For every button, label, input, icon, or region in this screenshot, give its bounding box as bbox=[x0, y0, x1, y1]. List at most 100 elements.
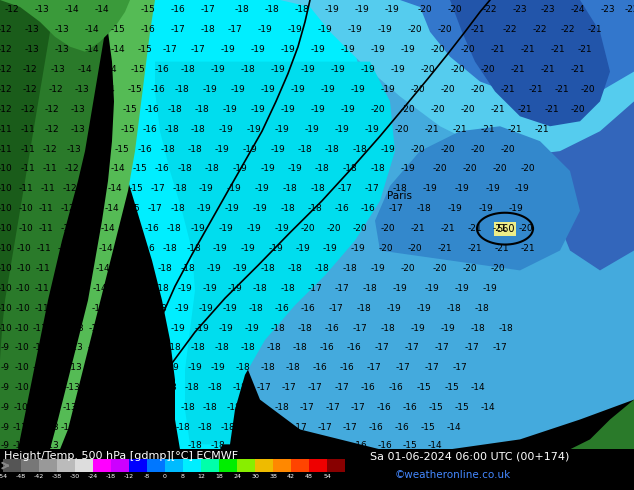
Text: -12: -12 bbox=[0, 85, 12, 94]
Text: -9: -9 bbox=[1, 363, 10, 372]
Text: -18: -18 bbox=[264, 5, 280, 14]
Text: -19: -19 bbox=[210, 65, 225, 74]
Text: -19: -19 bbox=[281, 105, 295, 114]
Text: -14: -14 bbox=[94, 5, 109, 14]
Text: -17: -17 bbox=[160, 441, 176, 450]
Text: -12: -12 bbox=[0, 105, 12, 114]
Text: -11: -11 bbox=[32, 343, 48, 352]
Text: -13: -13 bbox=[74, 284, 88, 293]
Text: -19: -19 bbox=[335, 125, 349, 134]
Text: -15: -15 bbox=[403, 441, 417, 450]
Text: -19: -19 bbox=[486, 184, 500, 194]
Text: -18: -18 bbox=[163, 383, 178, 392]
Text: -19: -19 bbox=[219, 323, 233, 333]
Text: -19: -19 bbox=[250, 45, 266, 54]
Text: -20: -20 bbox=[380, 224, 396, 233]
Text: -17: -17 bbox=[307, 284, 322, 293]
Text: -20: -20 bbox=[437, 25, 452, 34]
Text: -13: -13 bbox=[77, 244, 93, 253]
Text: -16: -16 bbox=[136, 264, 152, 273]
Text: -10: -10 bbox=[16, 304, 30, 313]
Text: -17: -17 bbox=[366, 363, 382, 372]
Polygon shape bbox=[570, 400, 634, 449]
Text: -18: -18 bbox=[363, 284, 377, 293]
Text: -18: -18 bbox=[261, 363, 275, 372]
Text: -17: -17 bbox=[335, 284, 349, 293]
Text: -18: -18 bbox=[342, 264, 358, 273]
Bar bbox=[57, 460, 75, 472]
Text: -18: -18 bbox=[235, 5, 249, 14]
Text: -11: -11 bbox=[18, 184, 34, 194]
Text: -11: -11 bbox=[0, 125, 13, 134]
Text: -17: -17 bbox=[353, 323, 367, 333]
Text: 38: 38 bbox=[269, 474, 277, 479]
Text: -19: -19 bbox=[247, 125, 261, 134]
Text: -8: -8 bbox=[144, 474, 150, 479]
Text: -17: -17 bbox=[191, 45, 205, 54]
Text: -20: -20 bbox=[371, 105, 385, 114]
Polygon shape bbox=[145, 0, 480, 51]
Text: -19: -19 bbox=[304, 125, 320, 134]
Text: -21: -21 bbox=[501, 85, 515, 94]
Polygon shape bbox=[0, 0, 110, 449]
Text: -19: -19 bbox=[178, 284, 192, 293]
Text: -16: -16 bbox=[325, 323, 339, 333]
Text: -18: -18 bbox=[165, 125, 179, 134]
Text: -20: -20 bbox=[432, 165, 448, 173]
Text: -16: -16 bbox=[145, 224, 159, 233]
Text: -19: -19 bbox=[203, 85, 217, 94]
Text: -12: -12 bbox=[28, 441, 42, 450]
Text: -19: -19 bbox=[198, 184, 214, 194]
Text: -14: -14 bbox=[97, 105, 112, 114]
Text: -9: -9 bbox=[1, 343, 10, 352]
Text: 12: 12 bbox=[197, 474, 205, 479]
Text: -18: -18 bbox=[314, 165, 330, 173]
Text: -18: -18 bbox=[188, 145, 202, 153]
Text: -21: -21 bbox=[468, 224, 482, 233]
Text: -16: -16 bbox=[301, 304, 315, 313]
Text: -21: -21 bbox=[468, 244, 482, 253]
Text: -18: -18 bbox=[293, 343, 307, 352]
Text: -19: -19 bbox=[212, 244, 228, 253]
Text: -20: -20 bbox=[430, 105, 445, 114]
Text: -13: -13 bbox=[82, 204, 98, 213]
Text: -16: -16 bbox=[141, 244, 155, 253]
Text: -24: -24 bbox=[88, 474, 98, 479]
Text: -9: -9 bbox=[1, 423, 10, 432]
Text: -21: -21 bbox=[441, 224, 455, 233]
Text: -19: -19 bbox=[361, 65, 375, 74]
Text: -18: -18 bbox=[176, 423, 190, 432]
Text: -20: -20 bbox=[451, 65, 465, 74]
Text: -18: -18 bbox=[155, 284, 169, 293]
Text: -19: -19 bbox=[210, 363, 225, 372]
Text: -17: -17 bbox=[465, 343, 479, 352]
Text: -18: -18 bbox=[353, 145, 367, 153]
Text: -18: -18 bbox=[288, 264, 302, 273]
Text: -19: -19 bbox=[323, 244, 337, 253]
Text: -20: -20 bbox=[441, 145, 455, 153]
Text: -13: -13 bbox=[81, 403, 95, 412]
Text: -19: -19 bbox=[515, 184, 529, 194]
Text: -18: -18 bbox=[163, 244, 178, 253]
Text: -15: -15 bbox=[122, 224, 138, 233]
Text: -18: -18 bbox=[498, 323, 514, 333]
Text: -13: -13 bbox=[87, 363, 101, 372]
Text: -15: -15 bbox=[131, 65, 145, 74]
Text: -18: -18 bbox=[160, 403, 174, 412]
Text: -19: -19 bbox=[365, 125, 379, 134]
Text: -21: -21 bbox=[521, 244, 535, 253]
Text: -15: -15 bbox=[101, 383, 115, 392]
Bar bbox=[129, 460, 147, 472]
Text: -10: -10 bbox=[13, 403, 29, 412]
Text: -18: -18 bbox=[181, 403, 195, 412]
Text: -19: -19 bbox=[455, 284, 469, 293]
Text: -20: -20 bbox=[353, 224, 367, 233]
Text: -18: -18 bbox=[307, 204, 322, 213]
Text: -22: -22 bbox=[503, 25, 517, 34]
Text: -21: -21 bbox=[491, 45, 505, 54]
Text: -20: -20 bbox=[581, 85, 595, 94]
Text: -20: -20 bbox=[470, 145, 485, 153]
Text: -18: -18 bbox=[342, 165, 358, 173]
Text: -18: -18 bbox=[252, 284, 268, 293]
Text: -10: -10 bbox=[0, 204, 13, 213]
